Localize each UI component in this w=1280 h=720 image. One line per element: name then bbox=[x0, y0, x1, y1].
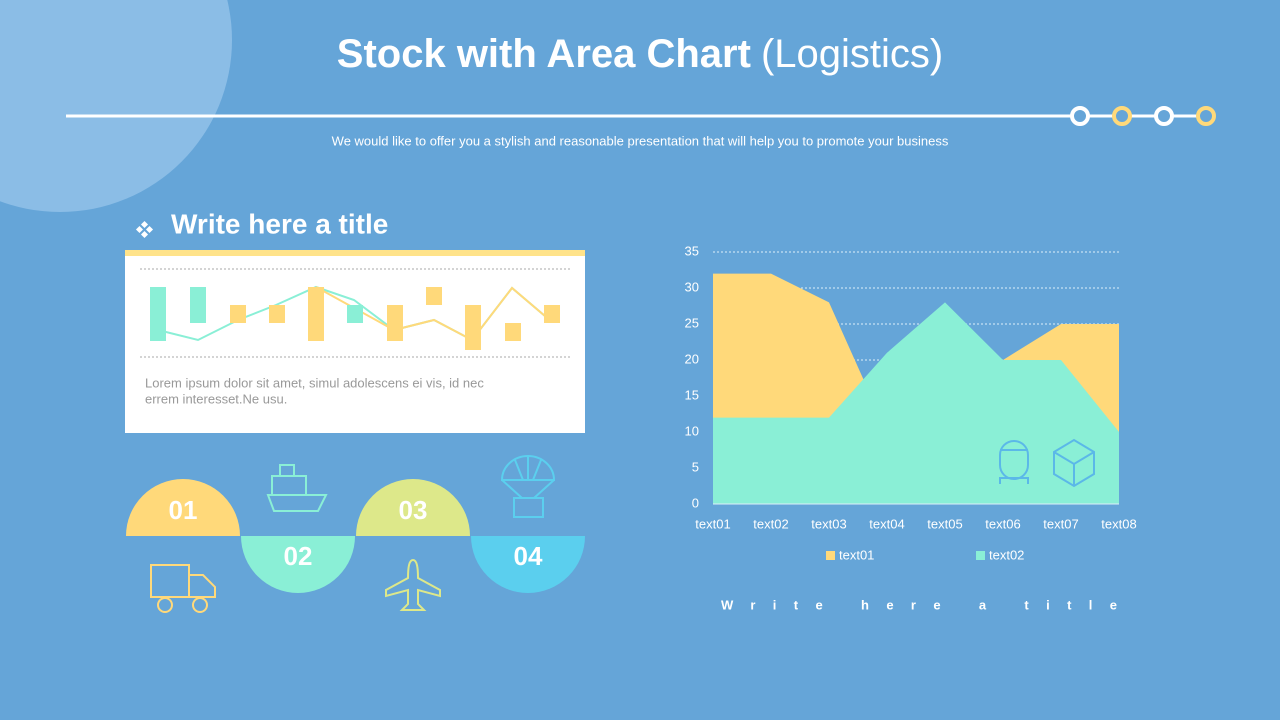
y-tick-label: 35 bbox=[685, 243, 699, 258]
card bbox=[125, 250, 585, 433]
step-shape bbox=[471, 536, 585, 593]
icons bbox=[150, 455, 556, 613]
truck-icon bbox=[150, 564, 216, 613]
title-bold: Stock with Area Chart bbox=[337, 32, 751, 76]
x-tick-label: text03 bbox=[811, 516, 846, 531]
step-shape bbox=[126, 479, 240, 536]
legend-swatch bbox=[976, 551, 985, 560]
chart-caption: Write here a title bbox=[721, 597, 1117, 612]
step-number: 04 bbox=[514, 541, 543, 571]
header-dots bbox=[1070, 106, 1216, 126]
parachute-icon bbox=[500, 455, 556, 518]
box-icon bbox=[1053, 438, 1095, 488]
area bbox=[713, 302, 1119, 504]
legend-label: text01 bbox=[839, 547, 874, 562]
bullet-icon bbox=[135, 220, 154, 239]
worker-icon bbox=[999, 440, 1029, 484]
card-bar bbox=[125, 250, 585, 256]
subtitle: We would like to offer you a stylish and… bbox=[332, 133, 949, 148]
card-text: errem interesset.Ne usu. bbox=[145, 391, 287, 406]
step-shape bbox=[241, 536, 355, 593]
panel-title: Write here a title bbox=[171, 208, 388, 239]
step-number: 01 bbox=[169, 495, 198, 525]
legend-label: text02 bbox=[989, 547, 1024, 562]
x-tick-label: text04 bbox=[869, 516, 904, 531]
thumbnail-chart bbox=[140, 268, 570, 358]
y-tick-label: 0 bbox=[692, 495, 699, 510]
chart-icons bbox=[999, 438, 1095, 488]
x-tick-label: text08 bbox=[1101, 516, 1136, 531]
x-tick-label: text06 bbox=[985, 516, 1020, 531]
y-tick-label: 15 bbox=[685, 387, 699, 402]
x-tick-label: text05 bbox=[927, 516, 962, 531]
legend-swatch bbox=[826, 551, 835, 560]
step-number: 02 bbox=[284, 541, 313, 571]
y-tick-label: 30 bbox=[685, 279, 699, 294]
plane-icon bbox=[385, 558, 441, 611]
x-tick-label: text02 bbox=[753, 516, 788, 531]
x-tick-label: text07 bbox=[1043, 516, 1078, 531]
y-tick-label: 10 bbox=[685, 423, 699, 438]
title-light: (Logistics) bbox=[761, 32, 943, 76]
area-chart: 0 5 10 15 20 25 30 35 text01 text02 text03 text04 te… bbox=[685, 243, 1137, 612]
decor-circle bbox=[0, 0, 232, 212]
card-text: Lorem ipsum dolor sit amet, simul adoles… bbox=[145, 375, 484, 390]
step-number: 03 bbox=[399, 495, 428, 525]
y-tick-label: 5 bbox=[692, 459, 699, 474]
y-tick-label: 25 bbox=[685, 315, 699, 330]
slide-title: Stock with Area Chart (Logistics) bbox=[337, 32, 943, 76]
step-shape bbox=[356, 479, 470, 536]
ship-icon bbox=[266, 464, 328, 512]
x-tick-label: text01 bbox=[695, 516, 730, 531]
y-tick-label: 20 bbox=[685, 351, 699, 366]
